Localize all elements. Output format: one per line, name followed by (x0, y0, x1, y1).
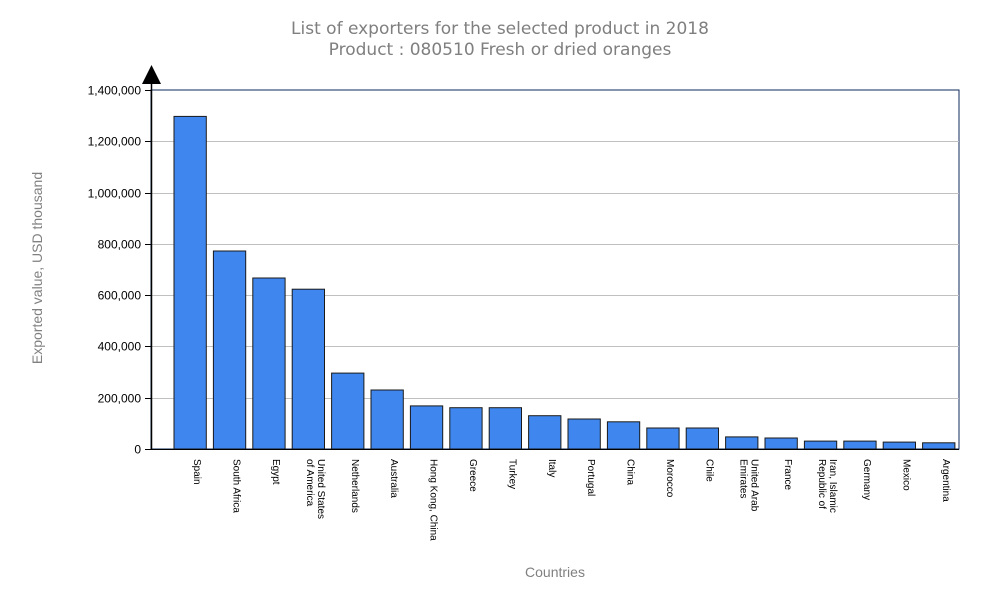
bar (370, 389, 404, 450)
chart-subtitle: Product : 080510 Fresh or dried oranges (328, 40, 672, 60)
y-tick-labels: 0 200,000 400,000 600,000 800,000 1,000,000 1,… (88, 84, 142, 457)
x-tick-label: Italy (546, 459, 557, 477)
y-tick-label: 1,200,000 (88, 135, 142, 149)
x-tick-label: Republic of (816, 459, 827, 509)
y-tick-label: 1,000,000 (88, 187, 142, 201)
x-tick-label: Hong Kong, China (428, 459, 439, 541)
bar (449, 407, 483, 450)
plot-area-border (150, 89, 960, 450)
bar (173, 115, 207, 450)
bar (922, 442, 956, 450)
bar (803, 440, 838, 450)
x-tick-label: Greece (467, 459, 478, 492)
x-axis-title: Countries (525, 564, 585, 580)
bar (843, 440, 877, 450)
x-tick-label: Egypt (270, 459, 281, 485)
x-tick-label: Portugal (585, 459, 596, 496)
bar (567, 418, 601, 450)
y-axis-title: Exported value, USD thousand (29, 171, 45, 365)
x-tick-label: Argentina (940, 459, 951, 502)
x-tick-label: South Africa (231, 459, 242, 513)
x-tick-label: Spain (191, 459, 202, 485)
x-tick-label: Morocco (664, 459, 675, 498)
x-tick-label: United Arab (748, 459, 759, 512)
y-tick-label: 200,000 (98, 392, 142, 406)
x-tick-label: Netherlands (349, 459, 360, 513)
x-tick-label: Mexico (900, 459, 911, 491)
x-tick-label: Iran, Islamic (827, 459, 838, 513)
y-tick-label: 0 (134, 443, 141, 457)
bar (291, 288, 326, 450)
x-tick-label: Turkey (506, 459, 517, 489)
bar (764, 437, 798, 450)
y-tick-label: 800,000 (98, 238, 142, 252)
bar (725, 436, 759, 450)
x-tick-label: of America (304, 459, 315, 507)
x-tick-label: Australia (388, 459, 399, 498)
x-tick-label: Germany (861, 459, 872, 500)
x-tick-label: Emirates (737, 459, 748, 498)
bar (409, 405, 444, 450)
bar (331, 372, 365, 450)
x-tick-label: China (625, 459, 636, 486)
y-tick-label: 600,000 (98, 289, 142, 303)
y-axis-arrow-icon (142, 65, 161, 84)
y-tick-label: 1,400,000 (88, 84, 142, 98)
axes (142, 65, 959, 450)
bar (685, 427, 720, 450)
y-tick-label: 400,000 (98, 340, 142, 354)
x-tick-label: France (782, 459, 793, 491)
bar (252, 277, 286, 450)
bar (488, 407, 523, 450)
x-tick-label: United States (315, 459, 326, 519)
chart-title: List of exporters for the selected produ… (291, 19, 709, 39)
gridlines (150, 89, 960, 450)
bar (646, 427, 680, 450)
bar (528, 415, 562, 450)
bar (212, 250, 247, 450)
x-tick-label: Chile (703, 459, 714, 482)
bar (606, 421, 641, 450)
bars (173, 115, 956, 450)
bar (882, 441, 917, 450)
